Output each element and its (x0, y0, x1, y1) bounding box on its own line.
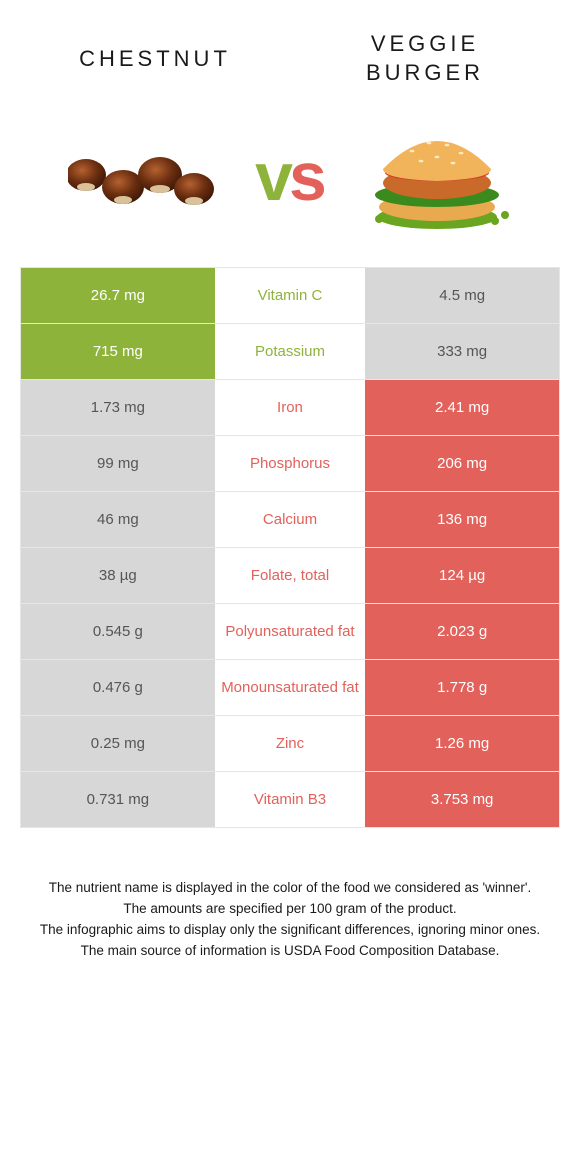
value-right: 136 mg (365, 492, 559, 547)
table-row: 0.476 gMonounsaturated fat1.778 g (21, 660, 559, 716)
infographic-container: Chestnut Veggie burger (0, 0, 580, 992)
vs-s: s (289, 138, 325, 216)
value-left: 0.25 mg (21, 716, 215, 771)
nutrient-label: Zinc (215, 716, 366, 771)
table-row: 99 mgPhosphorus206 mg (21, 436, 559, 492)
nutrient-label: Vitamin B3 (215, 772, 366, 827)
value-left: 26.7 mg (21, 268, 215, 323)
value-right: 206 mg (365, 436, 559, 491)
table-row: 0.731 mgVitamin B33.753 mg (21, 772, 559, 828)
nutrient-table: 26.7 mgVitamin C4.5 mg715 mgPotassium333… (20, 267, 560, 828)
value-right: 4.5 mg (365, 268, 559, 323)
table-row: 0.25 mgZinc1.26 mg (21, 716, 559, 772)
chestnut-image (30, 127, 255, 227)
nutrient-label: Vitamin C (215, 268, 366, 323)
vs-label: v s (255, 138, 325, 216)
nutrient-label: Folate, total (215, 548, 366, 603)
nutrient-label: Iron (215, 380, 366, 435)
value-left: 99 mg (21, 436, 215, 491)
table-row: 38 µgFolate, total124 µg (21, 548, 559, 604)
hero-row: v s (20, 107, 560, 267)
value-left: 715 mg (21, 324, 215, 379)
table-row: 46 mgCalcium136 mg (21, 492, 559, 548)
title-right: Veggie burger (290, 30, 560, 87)
nutrient-label: Phosphorus (215, 436, 366, 491)
vs-v: v (255, 138, 291, 216)
value-right: 124 µg (365, 548, 559, 603)
value-left: 38 µg (21, 548, 215, 603)
nutrient-label: Monounsaturated fat (215, 660, 366, 715)
nutrient-label: Potassium (215, 324, 366, 379)
footer-notes: The nutrient name is displayed in the co… (20, 878, 560, 962)
footer-line-4: The main source of information is USDA F… (26, 941, 554, 962)
table-row: 26.7 mgVitamin C4.5 mg (21, 268, 559, 324)
value-left: 0.545 g (21, 604, 215, 659)
nutrient-label: Calcium (215, 492, 366, 547)
titles-row: Chestnut Veggie burger (20, 20, 560, 107)
value-left: 0.476 g (21, 660, 215, 715)
table-row: 715 mgPotassium333 mg (21, 324, 559, 380)
value-left: 46 mg (21, 492, 215, 547)
title-right-line1: Veggie (371, 31, 479, 56)
table-row: 1.73 mgIron2.41 mg (21, 380, 559, 436)
value-right: 2.023 g (365, 604, 559, 659)
footer-line-3: The infographic aims to display only the… (26, 920, 554, 941)
footer-line-2: The amounts are specified per 100 gram o… (26, 899, 554, 920)
table-row: 0.545 gPolyunsaturated fat2.023 g (21, 604, 559, 660)
value-right: 3.753 mg (365, 772, 559, 827)
burger-image (325, 117, 550, 237)
value-left: 0.731 mg (21, 772, 215, 827)
title-right-line2: burger (366, 60, 484, 85)
value-right: 1.778 g (365, 660, 559, 715)
value-right: 333 mg (365, 324, 559, 379)
value-left: 1.73 mg (21, 380, 215, 435)
footer-line-1: The nutrient name is displayed in the co… (26, 878, 554, 899)
nutrient-label: Polyunsaturated fat (215, 604, 366, 659)
title-left: Chestnut (20, 46, 290, 72)
value-right: 1.26 mg (365, 716, 559, 771)
value-right: 2.41 mg (365, 380, 559, 435)
